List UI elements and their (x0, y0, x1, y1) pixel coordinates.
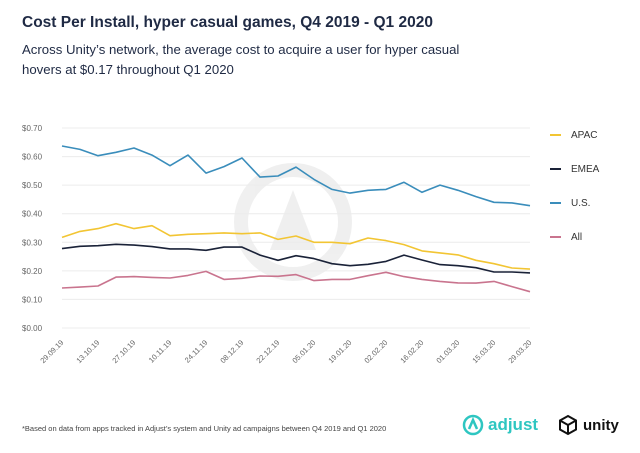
x-axis-ticks: 29.09.19 13.10.19 27.10.19 10.11.19 24.11.19… (38, 338, 533, 365)
legend-item: EMEA (550, 152, 635, 186)
footnote: *Based on data from apps tracked in Adju… (22, 424, 387, 433)
grid-lines (62, 127, 530, 329)
y-tick-label: $0.10 (22, 295, 43, 304)
y-tick-label: $0.70 (22, 124, 43, 133)
adjust-logo-text: adjust (488, 415, 539, 434)
legend-swatch (550, 168, 561, 170)
x-tick-label: 29.03.20 (506, 338, 533, 365)
watermark-icon (234, 163, 352, 281)
y-tick-label: $0.20 (22, 267, 43, 276)
legend-label: APAC (571, 129, 598, 141)
y-tick-label: $0.40 (22, 210, 43, 219)
legend-item: U.S. (550, 186, 635, 220)
series-line-u-s (61, 145, 531, 207)
x-tick-label: 15.03.20 (470, 338, 497, 365)
y-tick-label: $0.50 (22, 181, 43, 190)
legend-swatch (550, 202, 561, 204)
legend: APAC EMEA U.S. All (550, 118, 635, 254)
adjust-logo: adjust (462, 414, 538, 436)
x-tick-label: 19.01.20 (326, 338, 353, 365)
adjust-logo-icon (462, 414, 484, 436)
x-tick-label: 01.03.20 (434, 338, 461, 365)
x-tick-label: 13.10.19 (74, 338, 101, 365)
unity-logo: unity (557, 414, 619, 436)
series-line-all (61, 270, 531, 293)
legend-label: All (571, 231, 583, 243)
y-tick-label: $0.30 (22, 238, 43, 247)
legend-swatch (550, 134, 561, 136)
x-tick-label: 16.02.20 (398, 338, 425, 365)
unity-logo-icon (559, 414, 577, 436)
x-tick-label: 02.02.20 (362, 338, 389, 365)
legend-item: All (550, 220, 635, 254)
series-line-apac (61, 222, 531, 270)
x-tick-label: 24.11.19 (183, 338, 210, 365)
x-tick-label: 05.01.20 (290, 338, 317, 365)
y-tick-label: $0.60 (22, 153, 43, 162)
x-tick-label: 27.10.19 (110, 338, 137, 365)
series-line-emea (61, 243, 531, 274)
x-tick-label: 10.11.19 (147, 338, 174, 365)
legend-item: APAC (550, 118, 635, 152)
series-lines (61, 145, 531, 293)
y-axis-ticks: $0.00 $0.10 $0.20 $0.30 $0.40 $0.50 $0.60 $0.70 (22, 124, 43, 333)
chart-title: Cost Per Install, hyper casual games, Q4… (22, 14, 433, 31)
y-tick-label: $0.00 (22, 324, 43, 333)
x-tick-label: 22.12.19 (254, 338, 281, 365)
x-tick-label: 08.12.19 (218, 338, 245, 365)
chart-subtitle: Across Unity’s network, the average cost… (22, 42, 460, 77)
legend-label: EMEA (571, 163, 600, 175)
x-tick-label: 29.09.19 (38, 338, 65, 365)
legend-label: U.S. (571, 197, 591, 209)
legend-swatch (550, 236, 561, 238)
unity-logo-text: unity (583, 416, 619, 434)
